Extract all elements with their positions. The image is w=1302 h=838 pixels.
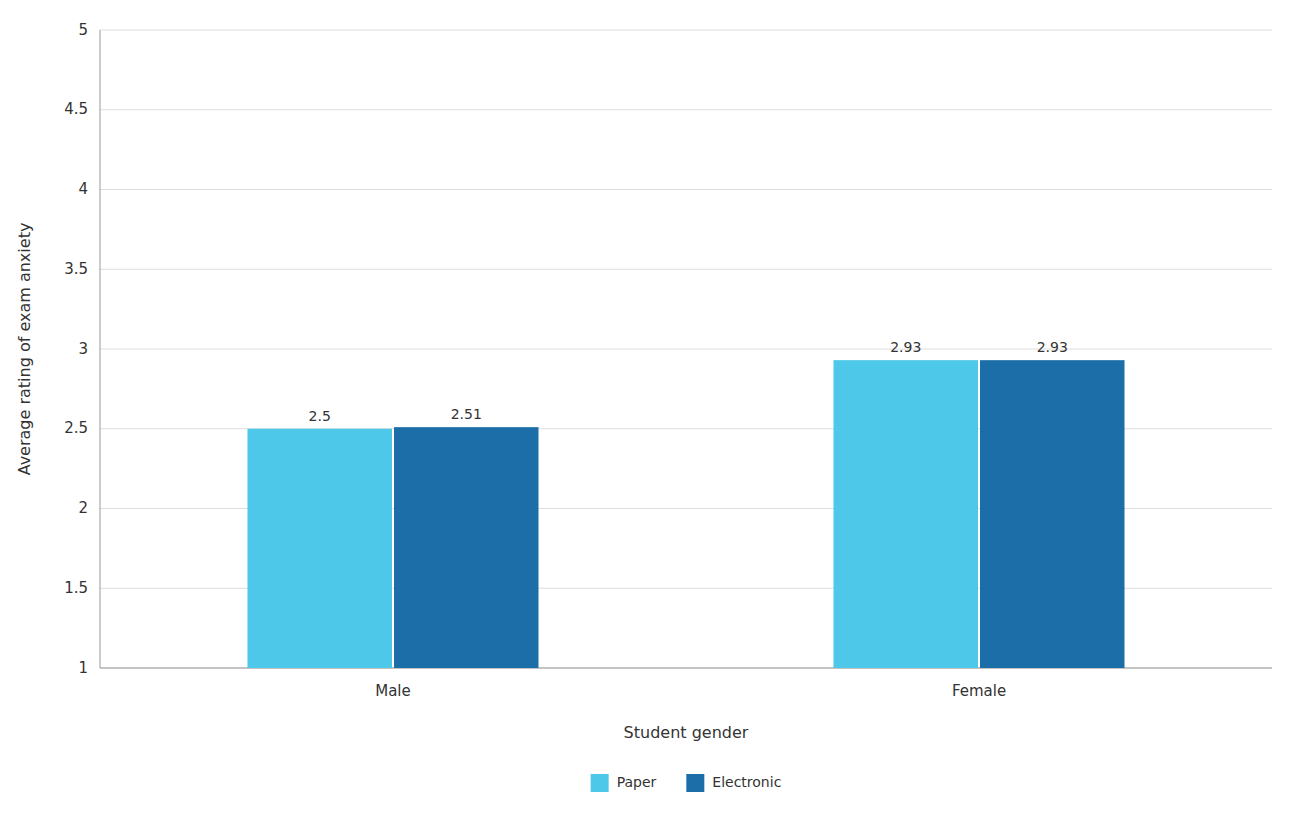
grid-line — [100, 189, 1272, 190]
x-axis-label: Student gender — [624, 723, 749, 742]
bar — [394, 427, 539, 668]
legend-item: Electronic — [686, 774, 781, 792]
y-tick-label: 5 — [78, 21, 88, 39]
y-tick-label: 1.5 — [64, 579, 88, 597]
legend-label: Electronic — [712, 774, 781, 790]
chart: 1 1.5 2 2.5 3 3.5 4 4.5 5 2.5 2.51 2.93 2.93 Male Fema… — [0, 0, 1302, 838]
bar — [980, 360, 1125, 668]
y-tick-label: 2.5 — [64, 419, 88, 437]
bars — [248, 360, 1125, 668]
legend-swatch — [686, 774, 704, 792]
data-label: 2.5 — [309, 408, 331, 424]
data-label: 2.51 — [451, 406, 482, 422]
y-tick-label: 4.5 — [64, 100, 88, 118]
y-tick-label: 1 — [78, 659, 88, 677]
y-axis-label: Average rating of exam anxiety — [15, 223, 34, 476]
y-tick-label: 2 — [78, 499, 88, 517]
y-tick-label: 4 — [78, 180, 88, 198]
x-tick-label: Male — [375, 682, 411, 700]
y-tick-label: 3 — [78, 340, 88, 358]
grid-line — [100, 109, 1272, 110]
legend-label: Paper — [617, 774, 657, 790]
x-tick-label: Female — [952, 682, 1006, 700]
y-grid — [100, 30, 1272, 668]
legend: Paper Electronic — [591, 774, 782, 792]
bar — [834, 360, 979, 668]
y-tick-label: 3.5 — [64, 260, 88, 278]
legend-item: Paper — [591, 774, 657, 792]
legend-swatch — [591, 774, 609, 792]
grid-line — [100, 349, 1272, 350]
data-label: 2.93 — [890, 339, 921, 355]
bar — [248, 429, 393, 668]
y-axis-line — [100, 30, 101, 668]
chart-container: 1 1.5 2 2.5 3 3.5 4 4.5 5 2.5 2.51 2.93 2.93 Male Fema… — [0, 0, 1302, 838]
grid-line — [100, 30, 1272, 31]
data-labels: 2.5 2.51 2.93 2.93 — [309, 339, 1068, 424]
grid-line — [100, 269, 1272, 270]
data-label: 2.93 — [1037, 339, 1068, 355]
